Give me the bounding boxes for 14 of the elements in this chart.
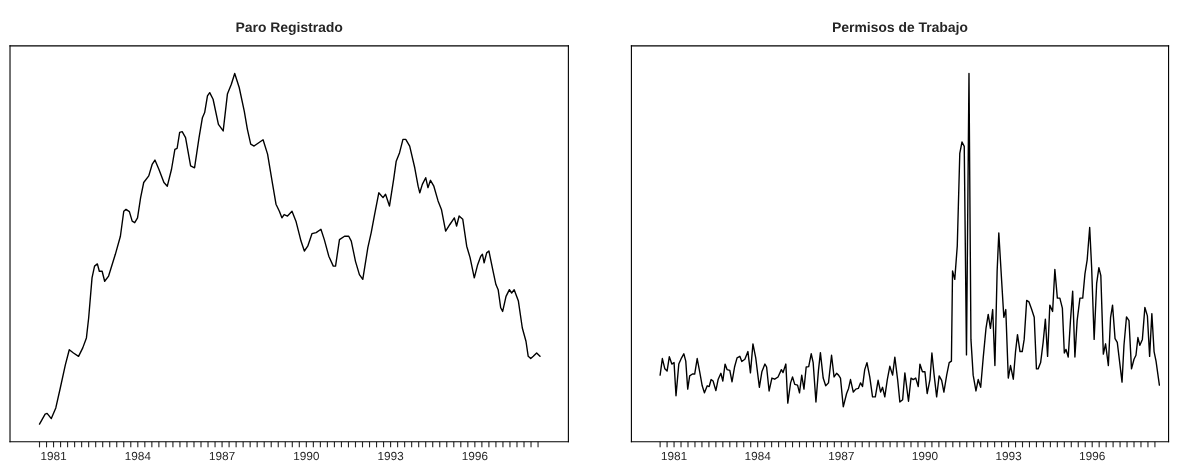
x-tick-label: 1996 <box>1079 451 1105 461</box>
x-tick-label: 1981 <box>41 451 67 461</box>
x-tick-label: 1990 <box>912 451 938 461</box>
x-tick-label: 1987 <box>209 451 235 461</box>
x-tick-label: 1993 <box>378 451 404 461</box>
chart-title: Permisos de Trabajo <box>832 21 968 35</box>
x-tick-label: 1984 <box>745 451 771 461</box>
x-tick-label: 1981 <box>661 451 687 461</box>
chart-title: Paro Registrado <box>236 21 343 35</box>
x-tick-label: 1996 <box>462 451 488 461</box>
x-tick-label: 1990 <box>294 451 319 461</box>
x-tick-label: 1987 <box>829 451 854 461</box>
x-tick-label: 1984 <box>125 451 151 461</box>
x-tick-label: 1993 <box>996 451 1022 461</box>
